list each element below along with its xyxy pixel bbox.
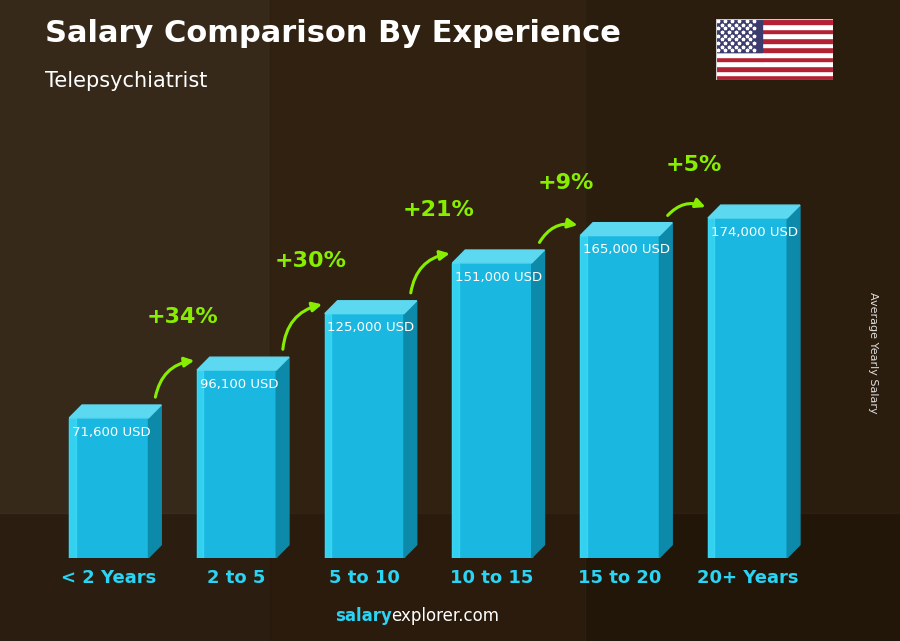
FancyArrowPatch shape <box>410 252 446 293</box>
Text: +9%: +9% <box>538 172 594 192</box>
Polygon shape <box>325 301 417 313</box>
Bar <box>716 43 832 47</box>
Text: salary: salary <box>335 607 392 625</box>
Bar <box>716 62 832 66</box>
Bar <box>716 66 832 71</box>
Text: +21%: +21% <box>402 200 474 220</box>
Bar <box>716 52 832 56</box>
FancyBboxPatch shape <box>0 0 585 641</box>
Bar <box>580 235 587 558</box>
Bar <box>716 38 832 43</box>
Bar <box>716 33 832 38</box>
Bar <box>716 19 762 52</box>
Text: 174,000 USD: 174,000 USD <box>710 226 797 238</box>
Bar <box>716 76 832 80</box>
Polygon shape <box>148 405 161 558</box>
Bar <box>580 235 660 558</box>
Text: 165,000 USD: 165,000 USD <box>583 244 670 256</box>
Bar <box>69 418 148 558</box>
Text: explorer.com: explorer.com <box>392 607 500 625</box>
Polygon shape <box>532 250 544 558</box>
Bar <box>708 218 788 558</box>
Text: 71,600 USD: 71,600 USD <box>72 426 150 438</box>
Bar <box>69 418 76 558</box>
Bar <box>708 218 715 558</box>
Polygon shape <box>404 301 417 558</box>
Bar <box>716 71 832 76</box>
Polygon shape <box>197 357 289 370</box>
FancyBboxPatch shape <box>270 0 900 641</box>
Bar <box>325 313 331 558</box>
Bar <box>716 29 832 33</box>
Polygon shape <box>69 405 161 418</box>
Text: Salary Comparison By Experience: Salary Comparison By Experience <box>45 19 621 48</box>
Bar <box>197 370 276 558</box>
Polygon shape <box>708 205 800 218</box>
Bar <box>716 24 832 29</box>
Bar <box>716 47 832 52</box>
Text: Average Yearly Salary: Average Yearly Salary <box>868 292 878 413</box>
FancyArrowPatch shape <box>156 358 191 397</box>
Text: 151,000 USD: 151,000 USD <box>455 271 542 283</box>
Text: +5%: +5% <box>666 155 722 175</box>
Polygon shape <box>580 222 672 235</box>
Bar <box>716 56 832 62</box>
Text: 96,100 USD: 96,100 USD <box>200 378 278 391</box>
Text: 125,000 USD: 125,000 USD <box>328 321 414 335</box>
Polygon shape <box>788 205 800 558</box>
FancyBboxPatch shape <box>0 0 900 513</box>
Bar <box>453 263 532 558</box>
Bar <box>716 19 832 24</box>
FancyArrowPatch shape <box>539 219 574 242</box>
Polygon shape <box>660 222 672 558</box>
Bar <box>197 370 203 558</box>
Bar <box>325 313 404 558</box>
FancyArrowPatch shape <box>283 303 319 349</box>
Polygon shape <box>276 357 289 558</box>
Text: +30%: +30% <box>274 251 346 271</box>
FancyArrowPatch shape <box>668 199 702 215</box>
Text: Telepsychiatrist: Telepsychiatrist <box>45 71 207 90</box>
Bar <box>453 263 459 558</box>
Text: +34%: +34% <box>147 307 219 327</box>
Polygon shape <box>453 250 544 263</box>
